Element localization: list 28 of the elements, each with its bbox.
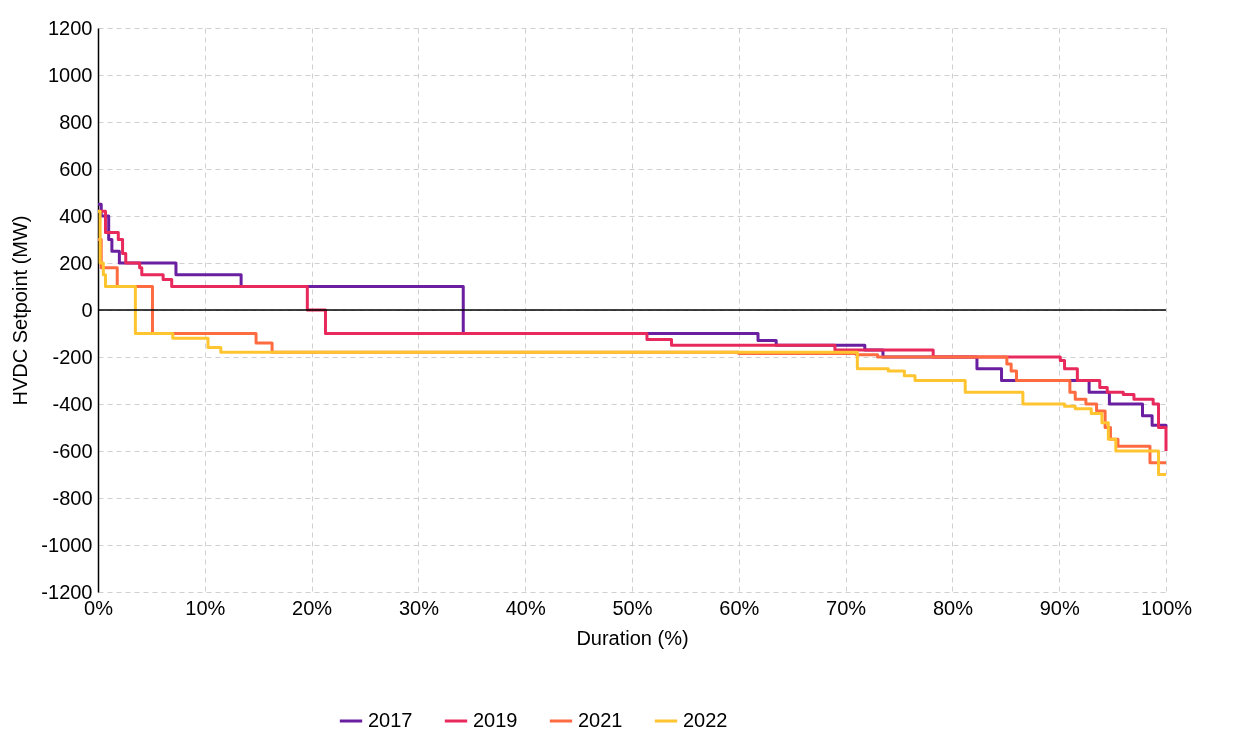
x-tick-label: 90% xyxy=(1039,596,1080,619)
y-tick-label: 1000 xyxy=(48,63,93,86)
y-tick-label: 0 xyxy=(81,298,93,321)
y-axis-title: HVDC Setpoint (MW) xyxy=(9,215,32,406)
x-tick-label: 80% xyxy=(932,596,974,619)
x-tick-label: 30% xyxy=(398,596,440,619)
x-tick-label: 10% xyxy=(185,596,226,619)
x-tick-label: 50% xyxy=(612,596,653,619)
x-tick-label: 100% xyxy=(1140,596,1193,619)
y-tick-label: -200 xyxy=(52,345,93,368)
legend-label: 2021 xyxy=(578,709,623,731)
x-axis-title: Duration (%) xyxy=(576,626,689,649)
x-tick-label: 40% xyxy=(505,596,546,619)
legend-label: 2019 xyxy=(473,709,518,731)
y-tick-label: -400 xyxy=(52,392,93,415)
y-tick-label: -1000 xyxy=(41,533,93,556)
y-tick-label: 1200 xyxy=(48,16,93,39)
legend-label: 2022 xyxy=(683,709,728,731)
y-tick-label: 400 xyxy=(59,204,93,227)
y-tick-label: 800 xyxy=(59,110,93,133)
x-tick-label: 60% xyxy=(719,596,760,619)
y-tick-label: 600 xyxy=(59,157,93,180)
y-tick-label: 200 xyxy=(59,251,93,274)
x-tick-label: 20% xyxy=(292,596,333,619)
y-tick-label: -800 xyxy=(52,486,93,509)
legend-label: 2017 xyxy=(368,709,413,731)
x-tick-label: 70% xyxy=(826,596,867,619)
y-tick-label: -600 xyxy=(52,439,93,462)
